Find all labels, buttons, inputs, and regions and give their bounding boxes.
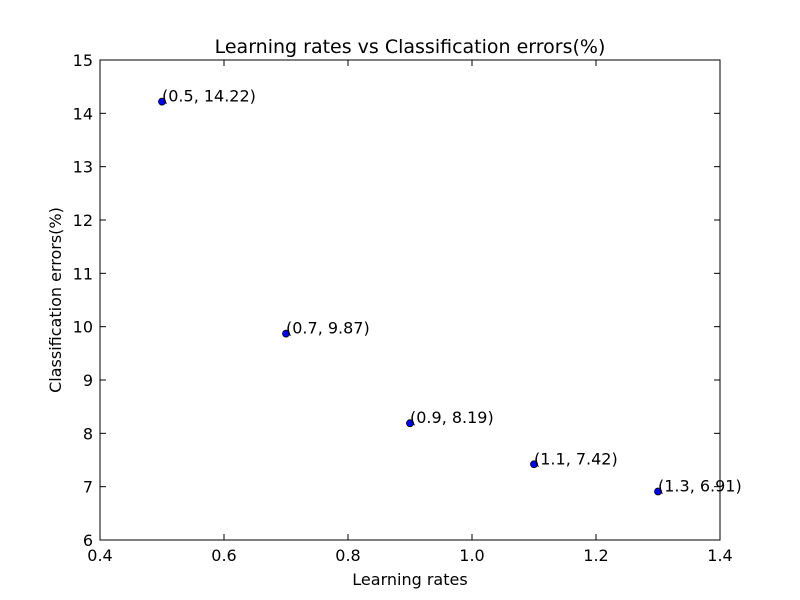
y-tick-label: 15 — [73, 51, 93, 70]
data-point — [530, 460, 538, 469]
y-tick-label: 6 — [83, 531, 93, 550]
y-tick-label: 7 — [83, 478, 93, 497]
x-tick-label: 1.4 — [707, 546, 732, 565]
chart-title: Learning rates vs Classification errors(… — [215, 36, 606, 58]
data-point — [654, 487, 662, 496]
data-point — [158, 97, 166, 106]
data-point — [406, 419, 414, 428]
y-axis-ticks: 6 7 8 9 10 11 12 13 14 15 — [73, 51, 720, 550]
x-tick-label: 0.4 — [87, 546, 112, 565]
y-axis-label: Classification errors(%) — [46, 207, 65, 393]
x-tick-label: 0.8 — [335, 546, 360, 565]
x-tick-label: 0.6 — [211, 546, 236, 565]
plot-area — [99, 59, 721, 541]
x-tick-label: 1.0 — [459, 546, 484, 565]
data-point-label: (0.7, 9.87) — [286, 319, 370, 338]
data-point-label: (0.9, 8.19) — [410, 408, 494, 427]
data-point-label: (1.3, 6.91) — [658, 476, 742, 495]
y-tick-label: 9 — [83, 371, 93, 390]
y-tick-label: 14 — [73, 104, 93, 123]
x-axis-ticks: 0.4 0.6 0.8 1.0 1.2 1.4 — [87, 60, 733, 565]
data-point-label: (0.5, 14.22) — [162, 87, 256, 106]
data-point-label: (1.1, 7.42) — [534, 449, 618, 468]
data-point — [282, 329, 290, 338]
data-points: (0.5, 14.22) (0.7, 9.87) (0.9, 8.19) (1.1, … — [158, 87, 742, 496]
y-tick-label: 11 — [73, 264, 93, 283]
x-tick-label: 1.2 — [583, 546, 608, 565]
y-tick-label: 12 — [73, 211, 93, 230]
y-tick-label: 8 — [83, 424, 93, 443]
x-axis-label: Learning rates — [352, 570, 467, 589]
y-tick-label: 13 — [73, 158, 93, 177]
y-tick-label: 10 — [73, 318, 93, 337]
